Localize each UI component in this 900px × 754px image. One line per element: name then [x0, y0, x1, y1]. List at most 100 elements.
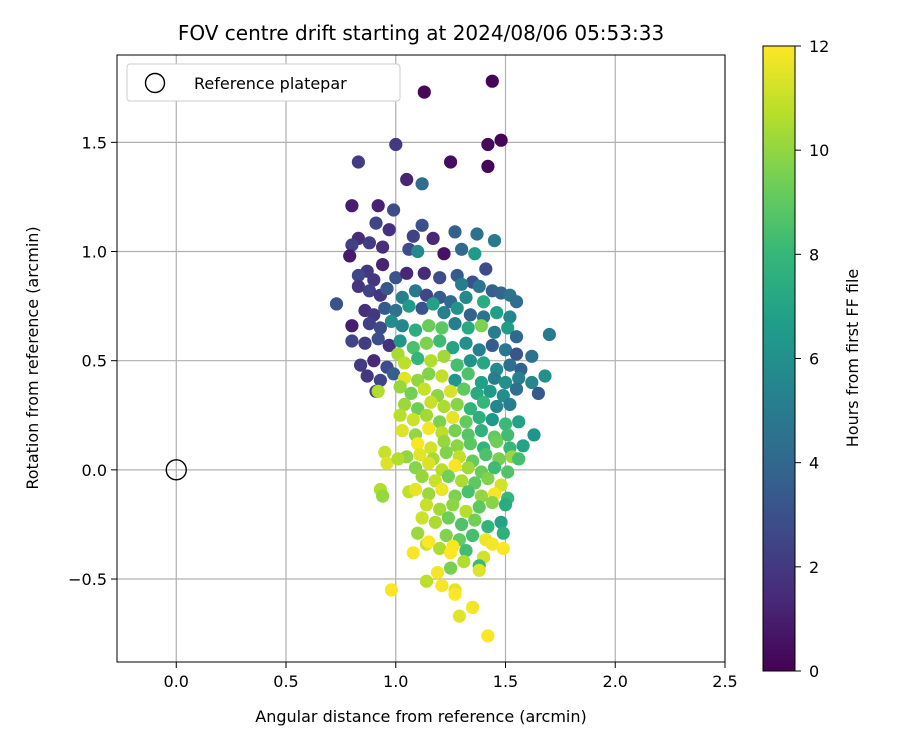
colorbar: 0 2 4 6 8 10 12 Hours from first FF file: [762, 37, 862, 681]
scatter-point: [384, 314, 398, 328]
scatter-point: [531, 386, 546, 400]
colorbar-tick-label: 2: [809, 558, 819, 577]
scatter-point: [408, 323, 423, 337]
scatter-point: [411, 526, 425, 540]
colorbar-tick-label: 4: [809, 454, 819, 473]
chart-title: FOV centre drift starting at 2024/08/06 …: [178, 21, 664, 45]
scatter-point: [481, 520, 495, 534]
x-tick-label: 1.5: [493, 672, 518, 691]
scatter-point: [448, 317, 462, 331]
scatter-point: [503, 397, 517, 411]
scatter-point: [468, 247, 482, 261]
scatter-point: [496, 541, 510, 556]
scatter-point: [389, 271, 403, 285]
scatter-point: [466, 528, 480, 543]
scatter-point: [437, 247, 451, 261]
scatter-point: [345, 238, 359, 252]
scatter-point: [378, 301, 392, 315]
x-tick-label: 2.5: [712, 672, 737, 691]
scatter-point: [413, 448, 427, 462]
scatter-point: [459, 504, 473, 518]
reference-platepar-marker: [165, 459, 187, 481]
scatter-point: [415, 511, 429, 525]
scatter-point: [474, 319, 488, 333]
scatter-point: [400, 266, 414, 280]
scatter-point: [487, 325, 502, 339]
scatter-point: [417, 85, 431, 99]
scatter-point: [485, 413, 499, 427]
scatter-point: [450, 358, 464, 372]
scatter-point: [450, 397, 464, 411]
scatter-point: [487, 234, 502, 248]
scatter-point: [450, 439, 464, 453]
scatter-point: [387, 203, 401, 217]
scatter-point: [433, 334, 447, 348]
scatter-point: [371, 384, 385, 398]
scatter-point: [408, 284, 423, 298]
scatter-point: [417, 382, 431, 396]
scatter-point: [371, 332, 385, 346]
scatter-point: [395, 424, 409, 438]
scatter-point: [376, 489, 390, 503]
scatter-point: [387, 367, 401, 381]
scatter-point: [448, 373, 462, 387]
scatter-point: [382, 223, 396, 237]
scatter-point: [419, 498, 434, 512]
scatter-point: [457, 382, 471, 396]
scatter-point: [474, 375, 488, 390]
scatter-point: [483, 384, 497, 398]
scatter-point: [400, 172, 414, 187]
x-axis-ticks: 0.0 0.5 1.0 1.5 2.0 2.5: [164, 662, 738, 691]
scatter-point: [433, 541, 447, 556]
scatter-point: [470, 227, 484, 241]
scatter-point: [367, 273, 381, 287]
scatter-point: [397, 397, 412, 411]
scatter-point: [481, 629, 495, 643]
scatter-point: [362, 317, 376, 331]
scatter-point: [459, 415, 473, 429]
scatter-point: [461, 461, 475, 475]
scatter-point: [367, 354, 381, 368]
scatter-point: [406, 546, 420, 560]
scatter-point: [472, 343, 486, 357]
colorbar-tick-label: 12: [809, 37, 829, 56]
scatter-point: [433, 271, 447, 285]
scatter-point: [415, 469, 429, 483]
scatter-point: [406, 341, 420, 355]
scatter-point: [424, 395, 438, 409]
scatter-point: [503, 310, 517, 324]
scatter-point: [498, 498, 513, 512]
colorbar-tick-label: 6: [809, 350, 819, 369]
scatter-point: [512, 452, 526, 466]
scatter-point: [501, 428, 515, 442]
scatter-point: [439, 528, 453, 543]
scatter-point: [472, 410, 486, 425]
scatter-point: [373, 321, 387, 335]
colorbar-tick-label: 0: [809, 662, 819, 681]
scatter-point: [419, 336, 434, 350]
scatter-point: [498, 417, 513, 431]
scatter-point: [444, 561, 458, 575]
scatter-point: [433, 415, 447, 429]
scatter-point: [437, 434, 451, 449]
scatter-point: [397, 356, 412, 370]
legend-entry-label: Reference platepar: [194, 74, 347, 93]
scatter-point: [376, 258, 390, 272]
y-tick-label: 1.0: [82, 243, 107, 262]
scatter-point: [512, 415, 526, 429]
scatter-point: [474, 424, 488, 438]
x-axis-label: Angular distance from reference (arcmin): [255, 707, 586, 726]
scatter-point: [463, 308, 477, 322]
scatter-point: [415, 218, 429, 232]
scatter-point: [490, 306, 504, 320]
scatter-point: [426, 297, 440, 311]
scatter-point: [455, 277, 469, 291]
scatter-point: [481, 159, 495, 173]
scatter-point: [494, 515, 508, 529]
colorbar-tick-label: 8: [809, 245, 819, 264]
x-tick-label: 0.0: [164, 672, 189, 691]
scatter-point: [408, 482, 423, 497]
scatter-point: [472, 563, 486, 577]
scatter-point: [477, 295, 491, 309]
